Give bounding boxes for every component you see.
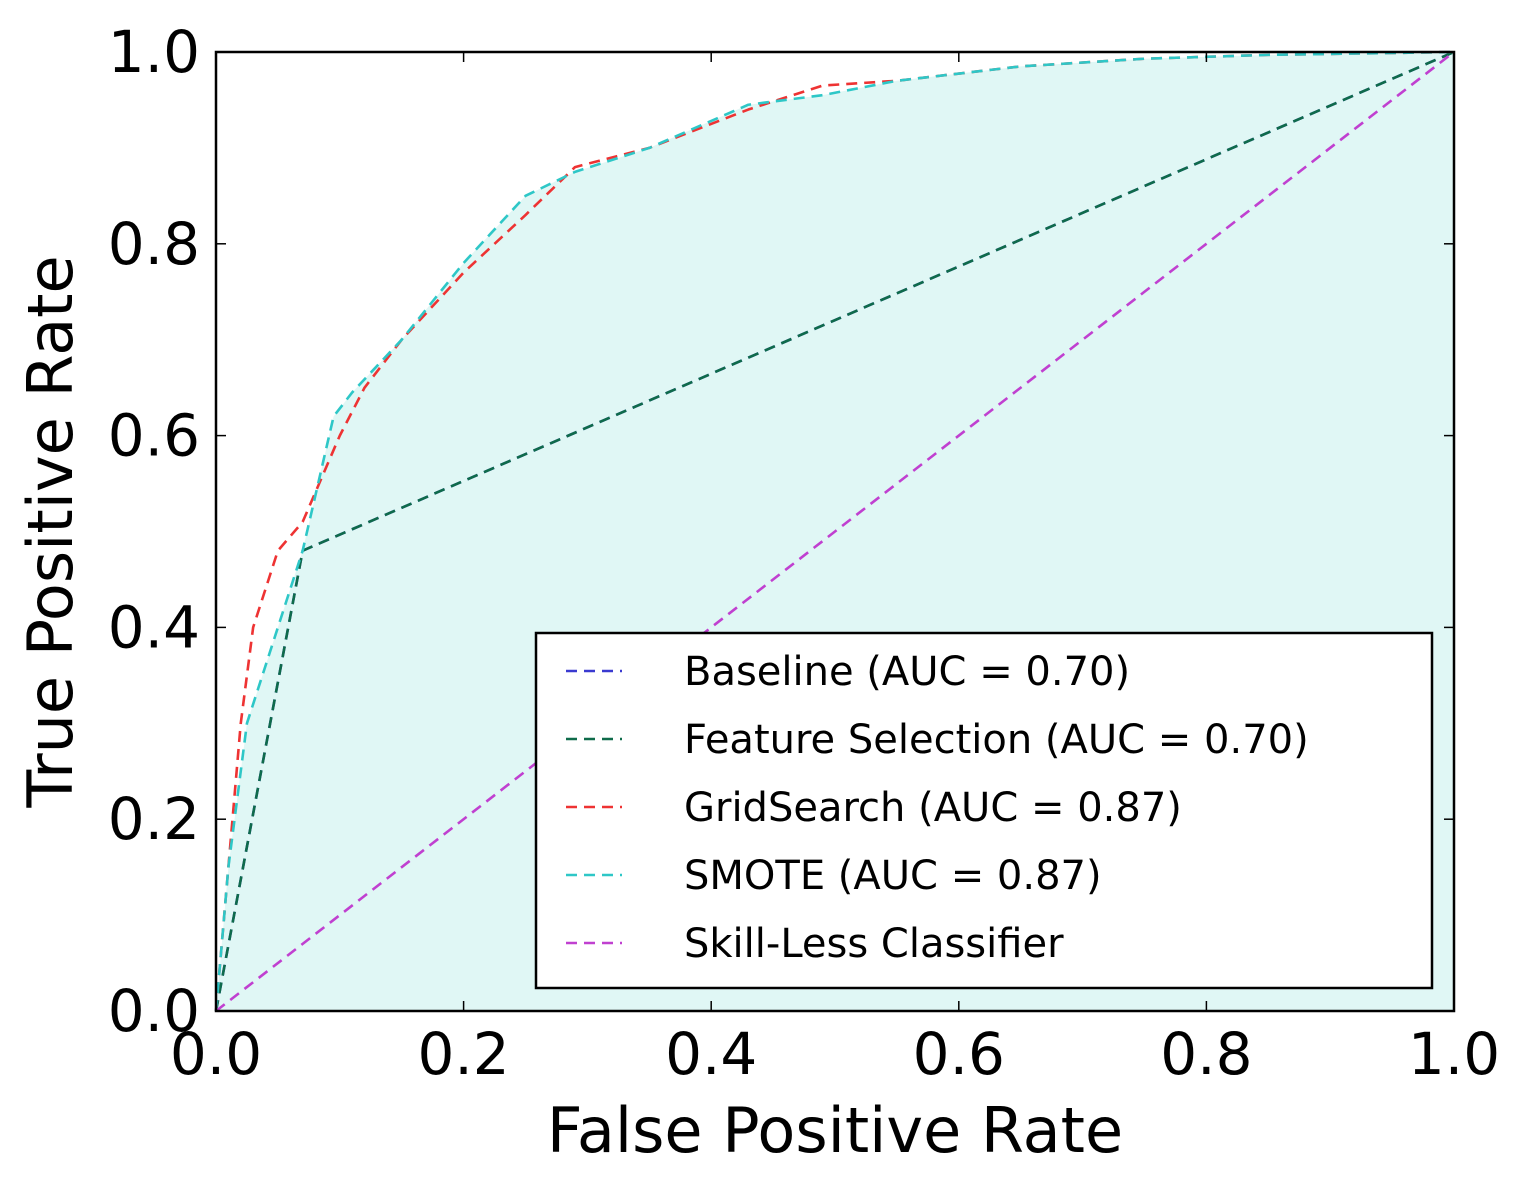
y-axis-title: True Positive Rate	[14, 255, 87, 808]
y-tick-label: 1.0	[108, 18, 200, 86]
plot-frame	[214, 50, 1456, 1013]
legend-label-3: GridSearch (AUC = 0.87)	[684, 785, 1182, 831]
y-tick-label: 0.6	[108, 402, 200, 470]
x-tick-label: 0.6	[913, 1020, 1005, 1088]
x-tick-label: 0.2	[417, 1020, 509, 1088]
series-line-5	[215, 50, 1455, 1013]
axis-ticks	[215, 51, 1455, 1012]
x-tick-label: 1.0	[1408, 1020, 1500, 1088]
series-line-4	[214, 50, 1455, 1012]
x-tick-label: 0.4	[665, 1020, 757, 1088]
plot-series-layer	[214, 50, 1455, 1013]
x-tick-label: 0.0	[170, 1020, 262, 1088]
legend-box	[534, 631, 1434, 990]
y-tick-label: 0.8	[108, 210, 200, 278]
x-axis-title: False Positive Rate	[547, 1094, 1123, 1167]
legend-label-2: Feature Selection (AUC = 0.70)	[684, 717, 1309, 763]
legend-label-1: Baseline (AUC = 0.70)	[684, 649, 1130, 695]
legend-label-5: Skill-Less Classifier	[684, 921, 1064, 967]
y-tick-label: 0.4	[108, 593, 200, 661]
legend: Baseline (AUC = 0.70) Feature Selection (…	[534, 631, 1434, 990]
legend-label-4: SMOTE (AUC = 0.87)	[684, 853, 1102, 899]
y-tick-label: 0.2	[108, 785, 200, 853]
x-tick-label: 0.8	[1160, 1020, 1252, 1088]
y-tick-label: 0.0	[108, 977, 200, 1045]
axis-tick-labels: 0.0 0.2 0.4 0.6 0.8 1.0 0.0 0.2 0.4 0.6 0.8 1.0	[108, 18, 1500, 1088]
